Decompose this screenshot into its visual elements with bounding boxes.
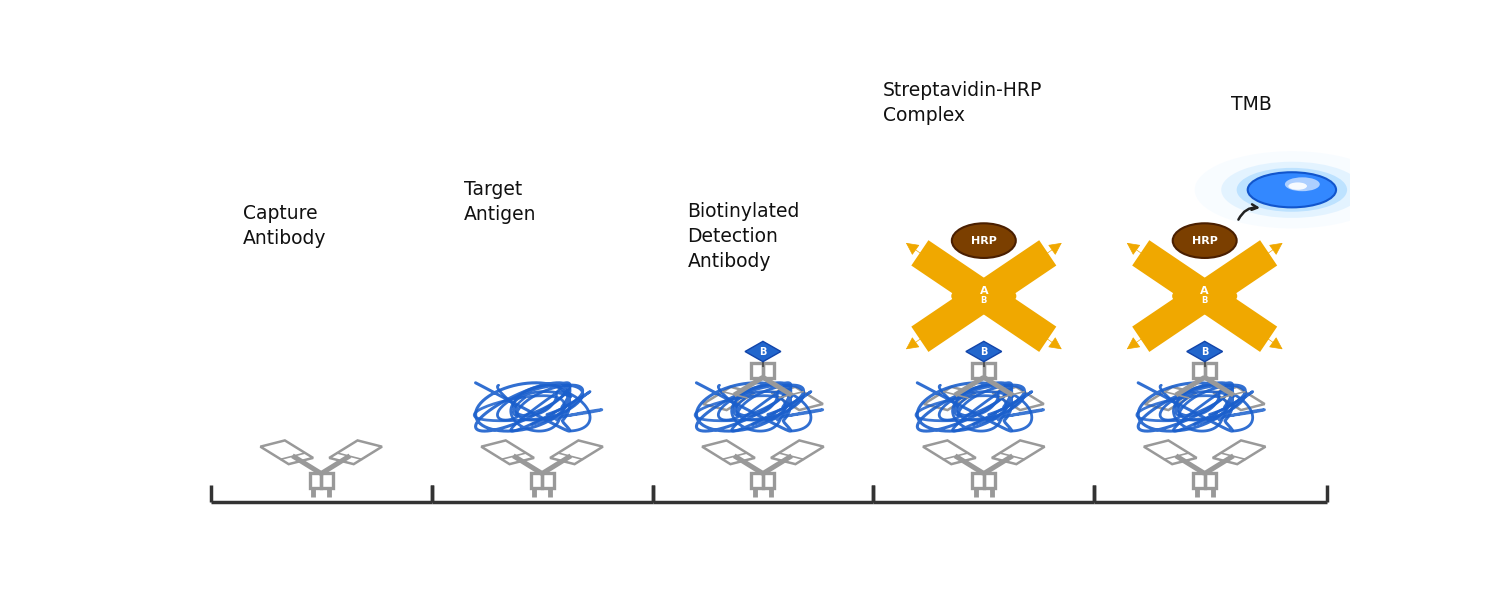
Text: B: B xyxy=(1202,347,1209,356)
Bar xyxy=(972,363,984,379)
Ellipse shape xyxy=(952,223,1016,258)
Text: A: A xyxy=(980,286,988,296)
Polygon shape xyxy=(966,341,1002,362)
Text: Streptavidin-HRP
Complex: Streptavidin-HRP Complex xyxy=(882,81,1042,125)
Bar xyxy=(321,473,333,488)
Bar xyxy=(1204,363,1216,379)
Text: Biotinylated
Detection
Antibody: Biotinylated Detection Antibody xyxy=(687,202,800,271)
Text: TMB: TMB xyxy=(1232,95,1272,113)
Text: B: B xyxy=(1202,296,1208,305)
Circle shape xyxy=(1172,283,1238,309)
Circle shape xyxy=(1248,172,1336,208)
Text: B: B xyxy=(981,296,987,305)
Text: B: B xyxy=(980,347,987,356)
Bar xyxy=(984,363,996,379)
Polygon shape xyxy=(746,341,782,362)
Circle shape xyxy=(1288,182,1306,190)
Bar xyxy=(542,473,554,488)
Circle shape xyxy=(951,283,1017,309)
Bar xyxy=(752,473,764,488)
Circle shape xyxy=(1236,168,1347,212)
Bar xyxy=(531,473,542,488)
Bar xyxy=(764,363,774,379)
Bar xyxy=(752,363,764,379)
Bar xyxy=(984,473,996,488)
Bar xyxy=(972,473,984,488)
Bar xyxy=(1204,473,1216,488)
Bar xyxy=(764,473,774,488)
Circle shape xyxy=(1221,162,1362,218)
Bar xyxy=(309,473,321,488)
Text: A: A xyxy=(1200,286,1209,296)
Text: Target
Antigen: Target Antigen xyxy=(464,181,537,224)
Text: Capture
Antibody: Capture Antibody xyxy=(243,203,327,248)
Text: B: B xyxy=(759,347,766,356)
Ellipse shape xyxy=(1173,223,1236,258)
Text: HRP: HRP xyxy=(970,236,998,245)
Text: HRP: HRP xyxy=(1191,236,1218,245)
Circle shape xyxy=(1286,178,1320,191)
Polygon shape xyxy=(1186,341,1222,362)
Bar xyxy=(1192,473,1204,488)
Bar xyxy=(1192,363,1204,379)
Circle shape xyxy=(1194,151,1389,229)
